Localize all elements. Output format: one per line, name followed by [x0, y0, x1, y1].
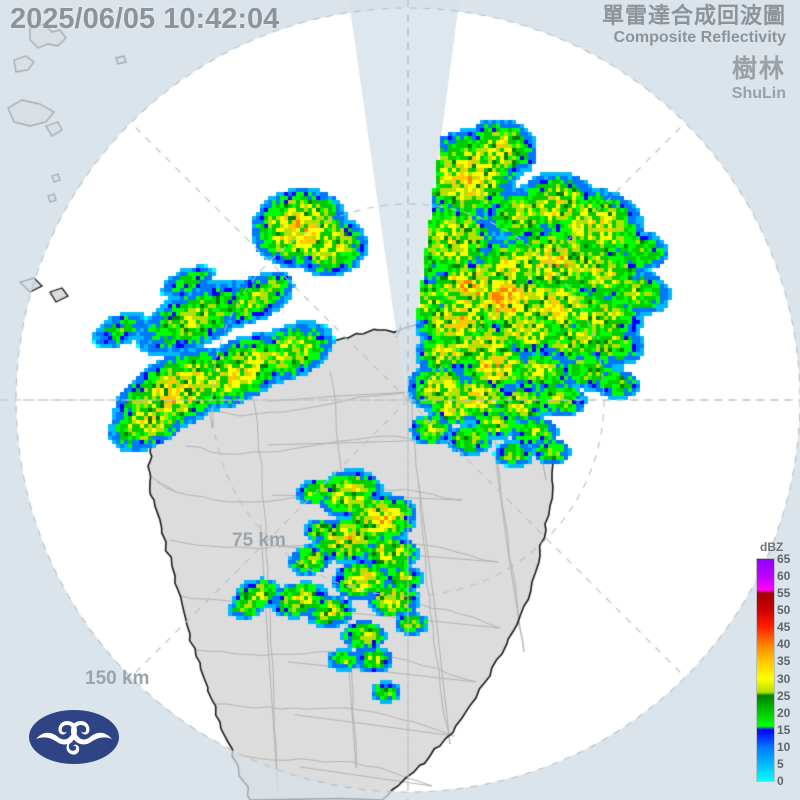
legend-tick-10: 10 — [777, 739, 791, 754]
cwa-logo — [28, 706, 120, 768]
legend-tick-45: 45 — [777, 620, 791, 635]
legend-tick-30: 30 — [777, 671, 791, 686]
legend-tick-labels: 65 60 55 50 45 40 35 30 25 20 15 10 5 0 — [775, 552, 799, 788]
legend-tick-20: 20 — [777, 705, 791, 720]
legend-tick-15: 15 — [777, 722, 791, 737]
legend-tick-50: 50 — [777, 603, 791, 618]
legend-tick-40: 40 — [777, 637, 791, 652]
legend-tick-35: 35 — [777, 654, 791, 669]
legend-tick-65: 65 — [777, 552, 791, 566]
legend-unit-label: dBZ — [760, 540, 784, 554]
legend-tick-55: 55 — [777, 586, 791, 601]
legend-tick-0: 0 — [777, 774, 784, 788]
dbz-color-legend: dBZ 65 60 55 50 45 40 35 30 25 20 15 10 5 0 — [748, 540, 798, 790]
legend-color-bar — [756, 558, 775, 782]
legend-tick-60: 60 — [777, 569, 791, 584]
legend-tick-5: 5 — [777, 756, 784, 771]
legend-tick-25: 25 — [777, 688, 791, 703]
